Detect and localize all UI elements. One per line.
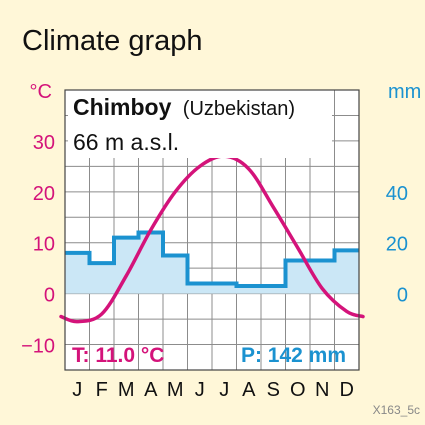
temperature-tick-label: −10 bbox=[21, 336, 55, 358]
precipitation-tick-label: 20 bbox=[386, 234, 408, 256]
precipitation-axis-ticks: 40 20 0 bbox=[386, 183, 408, 307]
month-label: J bbox=[219, 379, 229, 401]
station-name: Chimboy (Uzbekistan) bbox=[73, 94, 295, 120]
info-box bbox=[68, 90, 332, 158]
month-label: D bbox=[340, 379, 354, 401]
plot-frame bbox=[64, 89, 360, 371]
station-country: (Uzbekistan) bbox=[183, 98, 295, 120]
month-label: A bbox=[144, 379, 158, 401]
month-label: S bbox=[267, 379, 280, 401]
month-label: M bbox=[167, 379, 184, 401]
image-credit: X163_5c bbox=[373, 403, 420, 417]
month-label: J bbox=[72, 379, 82, 401]
temperature-tick-label: 0 bbox=[44, 285, 55, 307]
month-label: F bbox=[96, 379, 108, 401]
month-label: M bbox=[118, 379, 135, 401]
station-elevation: 66 m a.s.l. bbox=[73, 129, 179, 155]
month-label: N bbox=[315, 379, 329, 401]
temperature-axis-ticks: 30 20 10 0 −10 bbox=[21, 132, 55, 358]
precipitation-tick-label: 0 bbox=[397, 285, 408, 307]
precip-unit-label: mm bbox=[388, 81, 421, 103]
month-label: A bbox=[242, 379, 256, 401]
temp-unit-label: °C bbox=[30, 81, 52, 103]
month-label: O bbox=[290, 379, 306, 401]
precipitation-summary: P: 142 mm bbox=[241, 344, 346, 367]
temperature-tick-label: 10 bbox=[33, 234, 55, 256]
temperature-summary: T: 11.0 °C bbox=[72, 344, 164, 367]
temperature-series-line bbox=[59, 154, 365, 324]
chart-title: Climate graph bbox=[22, 25, 203, 57]
temperature-tick-label: 30 bbox=[33, 132, 55, 154]
temperature-tick-label: 20 bbox=[33, 183, 55, 205]
month-label: J bbox=[195, 379, 205, 401]
precipitation-tick-label: 40 bbox=[386, 183, 408, 205]
station-name-text: Chimboy bbox=[73, 94, 172, 120]
precipitation-series-line bbox=[65, 230, 359, 288]
